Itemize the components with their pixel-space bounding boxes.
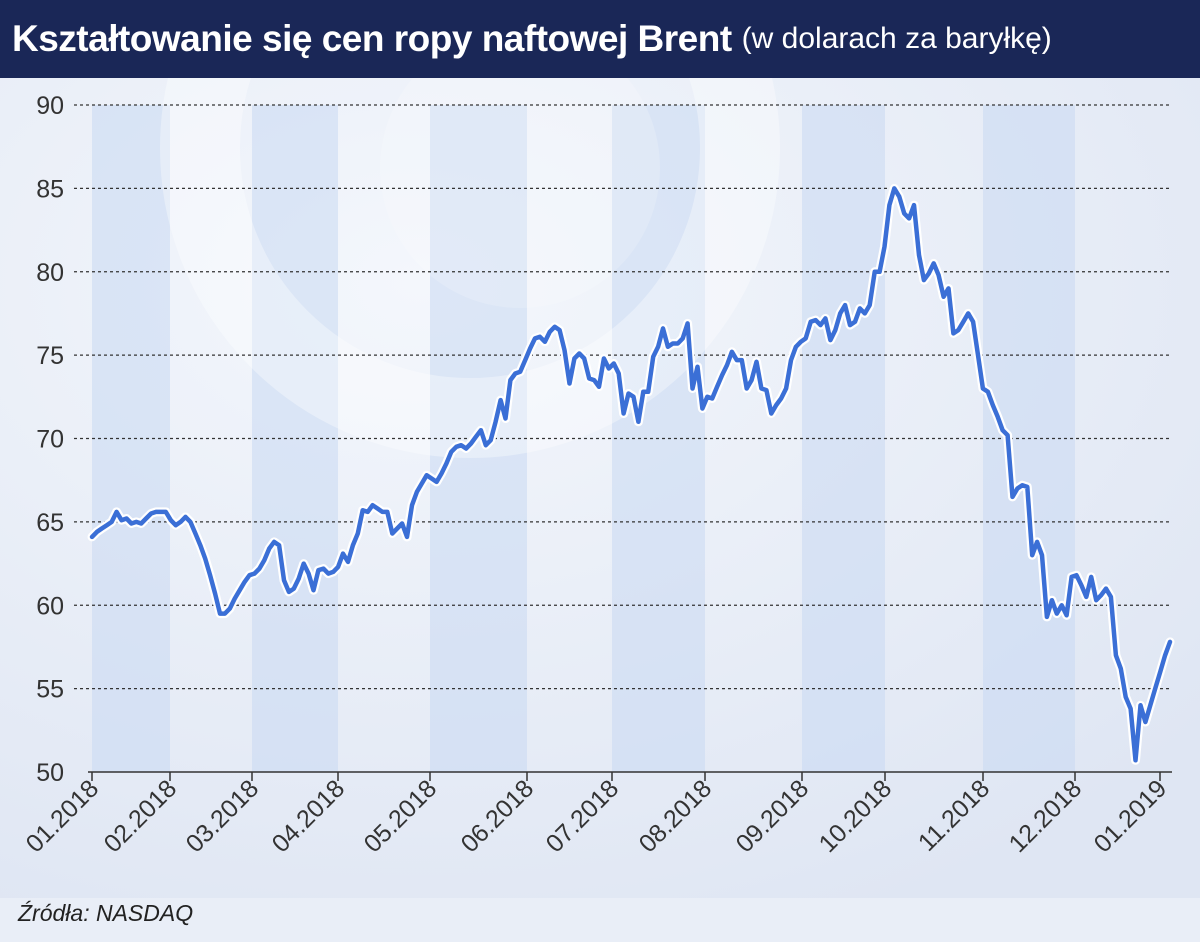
y-tick-label: 65 bbox=[36, 509, 64, 537]
y-tick-label: 85 bbox=[36, 175, 64, 203]
y-tick-label: 75 bbox=[36, 342, 64, 370]
y-tick-label: 80 bbox=[36, 259, 64, 287]
chart-header: Kształtowanie się cen ropy naftowej Bren… bbox=[0, 0, 1200, 78]
series-group bbox=[87, 183, 1175, 765]
month-band bbox=[252, 105, 338, 772]
y-axis-ticks: 50 55 60 65 70 75 80 85 90 bbox=[36, 92, 64, 787]
chart-subtitle: (w dolarach za baryłkę) bbox=[741, 22, 1052, 55]
source-note: Źródła: NASDAQ bbox=[18, 900, 194, 926]
chart-title: Kształtowanie się cen ropy naftowej Bren… bbox=[12, 18, 732, 59]
y-tick-label: 70 bbox=[36, 426, 64, 454]
y-tick-label: 55 bbox=[36, 676, 64, 704]
y-tick-label: 50 bbox=[36, 759, 64, 787]
y-tick-label: 60 bbox=[36, 592, 64, 620]
series-line bbox=[89, 186, 1173, 763]
watermark bbox=[160, 78, 780, 458]
y-tick-label: 90 bbox=[36, 92, 64, 120]
grid-lines bbox=[74, 104, 1172, 690]
